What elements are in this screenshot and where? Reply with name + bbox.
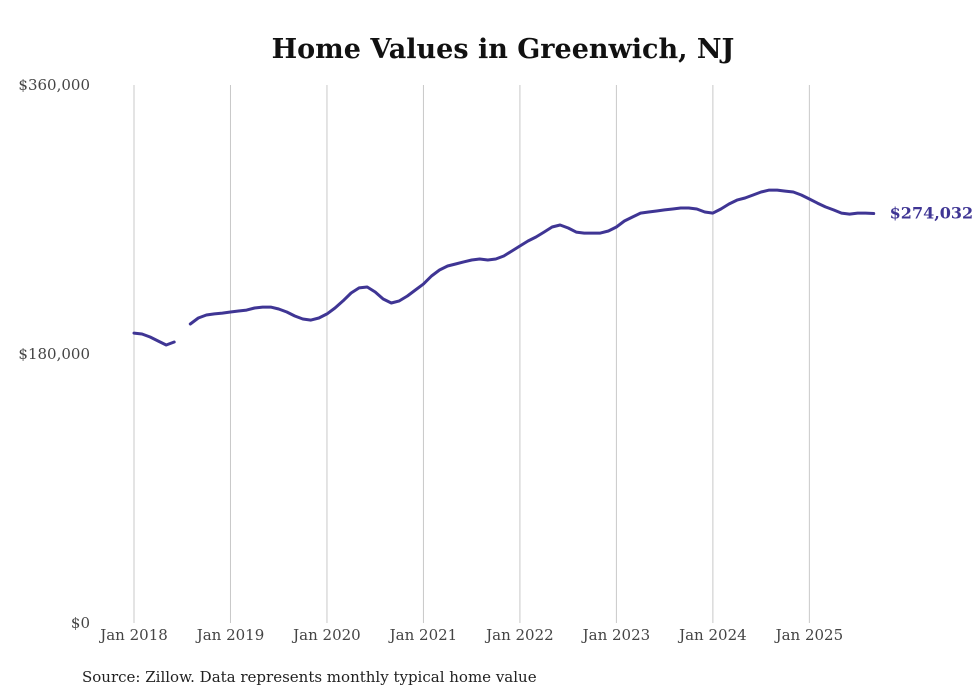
y-tick-label: $0	[71, 614, 90, 632]
y-tick-label: $360,000	[18, 76, 90, 94]
x-tick-label: Jan 2019	[195, 626, 265, 644]
x-tick-label: Jan 2025	[774, 626, 844, 644]
y-tick-label: $180,000	[18, 345, 90, 363]
source-note: Source: Zillow. Data represents monthly …	[82, 668, 537, 686]
x-tick-label: Jan 2023	[581, 626, 651, 644]
x-tick-label: Jan 2020	[291, 626, 361, 644]
series-line-segment	[188, 188, 876, 326]
end-value-label: $274,032	[890, 203, 974, 222]
x-tick-label: Jan 2021	[388, 626, 458, 644]
chart-title: Home Values in Greenwich, NJ	[272, 34, 735, 65]
series-line-segment	[132, 331, 176, 347]
x-tick-label: Jan 2022	[484, 626, 554, 644]
x-tick-label: Jan 2024	[677, 626, 747, 644]
x-tick-label: Jan 2018	[98, 626, 168, 644]
